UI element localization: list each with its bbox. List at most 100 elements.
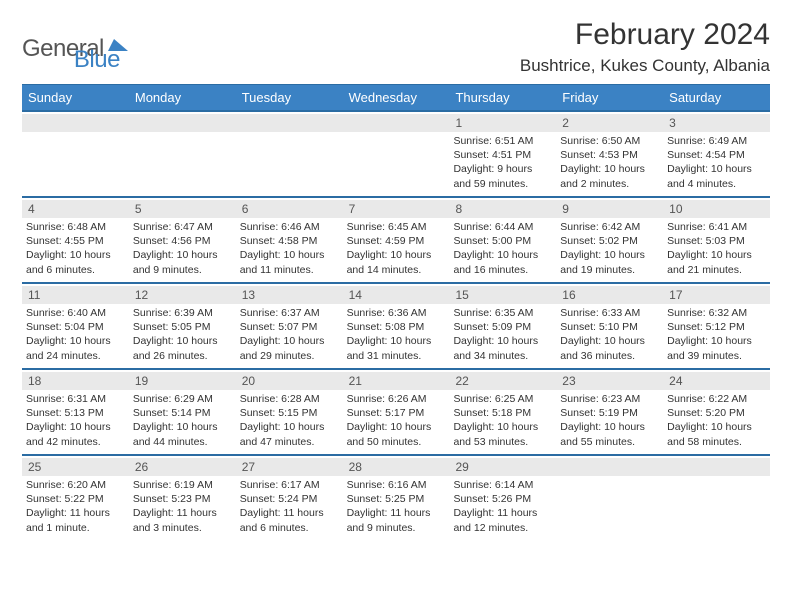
day-cell: 22Sunrise: 6:25 AMSunset: 5:18 PMDayligh… xyxy=(449,370,556,454)
day-info: Sunrise: 6:16 AMSunset: 5:25 PMDaylight:… xyxy=(347,478,446,535)
day-cell: 25Sunrise: 6:20 AMSunset: 5:22 PMDayligh… xyxy=(22,456,129,540)
sunset: Sunset: 4:58 PM xyxy=(240,234,339,248)
daylight: Daylight: 10 hours and 6 minutes. xyxy=(26,248,125,276)
day-cell: 1Sunrise: 6:51 AMSunset: 4:51 PMDaylight… xyxy=(449,112,556,196)
sunset: Sunset: 4:55 PM xyxy=(26,234,125,248)
day-number xyxy=(236,114,343,132)
day-number: 20 xyxy=(236,372,343,390)
day-info: Sunrise: 6:28 AMSunset: 5:15 PMDaylight:… xyxy=(240,392,339,449)
day-number: 10 xyxy=(663,200,770,218)
daylight: Daylight: 10 hours and 11 minutes. xyxy=(240,248,339,276)
daylight: Daylight: 10 hours and 16 minutes. xyxy=(453,248,552,276)
title-block: February 2024 Bushtrice, Kukes County, A… xyxy=(520,18,770,76)
day-cell: 6Sunrise: 6:46 AMSunset: 4:58 PMDaylight… xyxy=(236,198,343,282)
daylight: Daylight: 10 hours and 58 minutes. xyxy=(667,420,766,448)
sunrise: Sunrise: 6:45 AM xyxy=(347,220,446,234)
daylight: Daylight: 10 hours and 34 minutes. xyxy=(453,334,552,362)
day-info: Sunrise: 6:25 AMSunset: 5:18 PMDaylight:… xyxy=(453,392,552,449)
day-cell: 14Sunrise: 6:36 AMSunset: 5:08 PMDayligh… xyxy=(343,284,450,368)
sunset: Sunset: 4:53 PM xyxy=(560,148,659,162)
day-cell: 23Sunrise: 6:23 AMSunset: 5:19 PMDayligh… xyxy=(556,370,663,454)
day-cell xyxy=(663,456,770,540)
week-row: 11 Sunrise: 6:40 AMSunset: 5:04 PMDayligh… xyxy=(22,282,770,368)
daylight: Daylight: 10 hours and 31 minutes. xyxy=(347,334,446,362)
day-cell: 29Sunrise: 6:14 AMSunset: 5:26 PMDayligh… xyxy=(449,456,556,540)
sunset: Sunset: 5:04 PM xyxy=(26,320,125,334)
day-cell: 2 Sunrise: 6:50 AMSunset: 4:53 PMDaylight… xyxy=(556,112,663,196)
weekday-wed: Wednesday xyxy=(343,85,450,110)
day-cell xyxy=(556,456,663,540)
sunset: Sunset: 4:51 PM xyxy=(453,148,552,162)
sunset: Sunset: 5:19 PM xyxy=(560,406,659,420)
day-number: 29 xyxy=(449,458,556,476)
sunset: Sunset: 5:23 PM xyxy=(133,492,232,506)
sunset: Sunset: 5:08 PM xyxy=(347,320,446,334)
sunrise: Sunrise: 6:35 AM xyxy=(453,306,552,320)
daylight: Daylight: 10 hours and 55 minutes. xyxy=(560,420,659,448)
day-number xyxy=(556,458,663,476)
day-number: 28 xyxy=(343,458,450,476)
day-info: Sunrise: 6:41 AMSunset: 5:03 PMDaylight:… xyxy=(667,220,766,277)
logo: General Blue xyxy=(22,24,120,74)
day-number: 11 xyxy=(22,286,129,304)
sunset: Sunset: 5:00 PM xyxy=(453,234,552,248)
day-number: 26 xyxy=(129,458,236,476)
sunrise: Sunrise: 6:23 AM xyxy=(560,392,659,406)
day-info: Sunrise: 6:50 AMSunset: 4:53 PMDaylight:… xyxy=(560,134,659,191)
logo-word2: Blue xyxy=(74,46,120,74)
day-cell: 13Sunrise: 6:37 AMSunset: 5:07 PMDayligh… xyxy=(236,284,343,368)
day-cell: 10 Sunrise: 6:41 AMSunset: 5:03 PMDayligh… xyxy=(663,198,770,282)
day-cell: 17Sunrise: 6:32 AMSunset: 5:12 PMDayligh… xyxy=(663,284,770,368)
day-info: Sunrise: 6:33 AMSunset: 5:10 PMDaylight:… xyxy=(560,306,659,363)
day-number xyxy=(343,114,450,132)
sunset: Sunset: 5:25 PM xyxy=(347,492,446,506)
day-info: Sunrise: 6:23 AMSunset: 5:19 PMDaylight:… xyxy=(560,392,659,449)
sunrise: Sunrise: 6:16 AM xyxy=(347,478,446,492)
day-info: Sunrise: 6:35 AMSunset: 5:09 PMDaylight:… xyxy=(453,306,552,363)
sunset: Sunset: 5:02 PM xyxy=(560,234,659,248)
day-info: Sunrise: 6:40 AMSunset: 5:04 PMDaylight:… xyxy=(26,306,125,363)
day-number: 2 xyxy=(556,114,663,132)
weekday-fri: Friday xyxy=(556,85,663,110)
day-info: Sunrise: 6:17 AMSunset: 5:24 PMDaylight:… xyxy=(240,478,339,535)
sunset: Sunset: 5:14 PM xyxy=(133,406,232,420)
day-cell: 20 Sunrise: 6:28 AMSunset: 5:15 PMDayligh… xyxy=(236,370,343,454)
day-cell xyxy=(236,112,343,196)
day-number: 13 xyxy=(236,286,343,304)
daylight: Daylight: 11 hours and 1 minute. xyxy=(26,506,125,534)
sunset: Sunset: 4:56 PM xyxy=(133,234,232,248)
day-info: Sunrise: 6:46 AMSunset: 4:58 PMDaylight:… xyxy=(240,220,339,277)
daylight: Daylight: 10 hours and 19 minutes. xyxy=(560,248,659,276)
sunset: Sunset: 4:54 PM xyxy=(667,148,766,162)
day-number xyxy=(663,458,770,476)
day-number: 7 xyxy=(343,200,450,218)
day-info: Sunrise: 6:51 AMSunset: 4:51 PMDaylight:… xyxy=(453,134,552,191)
sunrise: Sunrise: 6:19 AM xyxy=(133,478,232,492)
daylight: Daylight: 10 hours and 9 minutes. xyxy=(133,248,232,276)
sunset: Sunset: 5:07 PM xyxy=(240,320,339,334)
daylight: Daylight: 9 hours and 59 minutes. xyxy=(453,162,552,190)
daylight: Daylight: 11 hours and 3 minutes. xyxy=(133,506,232,534)
page-title: February 2024 xyxy=(520,18,770,52)
day-number: 21 xyxy=(343,372,450,390)
sunrise: Sunrise: 6:42 AM xyxy=(560,220,659,234)
sunrise: Sunrise: 6:49 AM xyxy=(667,134,766,148)
day-cell: 18Sunrise: 6:31 AMSunset: 5:13 PMDayligh… xyxy=(22,370,129,454)
week-row: 4Sunrise: 6:48 AMSunset: 4:55 PMDaylight… xyxy=(22,196,770,282)
sunrise: Sunrise: 6:37 AM xyxy=(240,306,339,320)
day-info: Sunrise: 6:45 AMSunset: 4:59 PMDaylight:… xyxy=(347,220,446,277)
sunrise: Sunrise: 6:47 AM xyxy=(133,220,232,234)
day-info: Sunrise: 6:20 AMSunset: 5:22 PMDaylight:… xyxy=(26,478,125,535)
sunrise: Sunrise: 6:39 AM xyxy=(133,306,232,320)
day-cell: 16 Sunrise: 6:33 AMSunset: 5:10 PMDayligh… xyxy=(556,284,663,368)
sunrise: Sunrise: 6:29 AM xyxy=(133,392,232,406)
sunrise: Sunrise: 6:36 AM xyxy=(347,306,446,320)
day-cell: 5Sunrise: 6:47 AMSunset: 4:56 PMDaylight… xyxy=(129,198,236,282)
daylight: Daylight: 10 hours and 4 minutes. xyxy=(667,162,766,190)
sunset: Sunset: 4:59 PM xyxy=(347,234,446,248)
sunset: Sunset: 5:03 PM xyxy=(667,234,766,248)
day-number xyxy=(22,114,129,132)
day-number: 18 xyxy=(22,372,129,390)
day-number: 16 xyxy=(556,286,663,304)
day-cell: 15Sunrise: 6:35 AMSunset: 5:09 PMDayligh… xyxy=(449,284,556,368)
